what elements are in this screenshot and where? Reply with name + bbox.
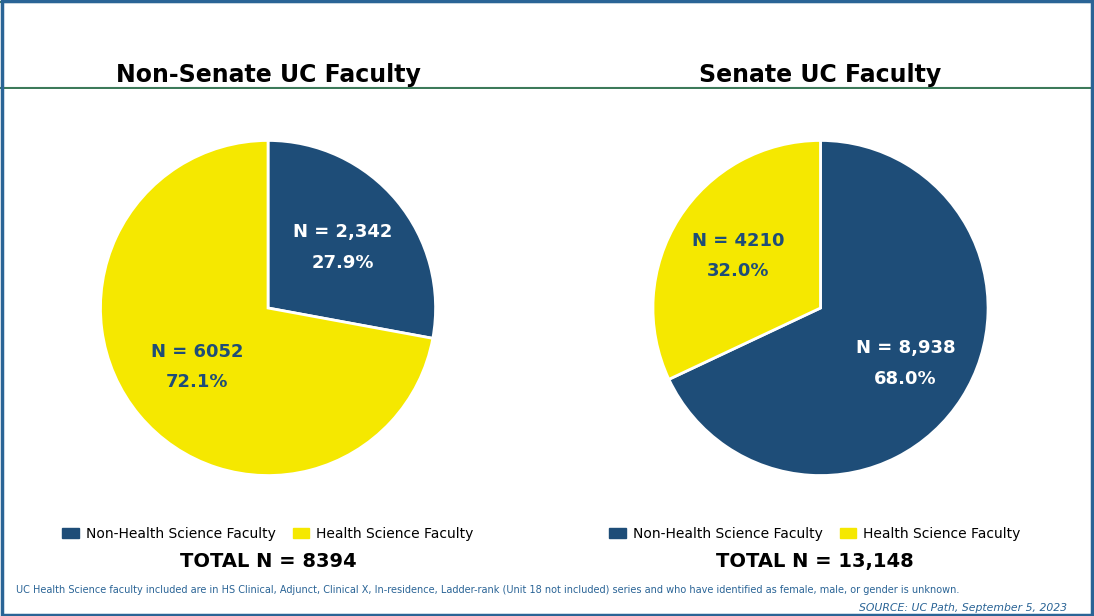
Text: 27.9%: 27.9%	[312, 254, 374, 272]
Text: 68.0%: 68.0%	[874, 370, 936, 387]
Text: 32.0%: 32.0%	[707, 262, 770, 280]
Wedge shape	[668, 140, 988, 476]
Title: Senate UC Faculty: Senate UC Faculty	[699, 63, 942, 87]
Text: 72.1%: 72.1%	[166, 373, 229, 391]
Text: SOURCE: UC Path, September 5, 2023: SOURCE: UC Path, September 5, 2023	[859, 603, 1067, 613]
Text: TOTAL N = 13,148: TOTAL N = 13,148	[717, 553, 913, 571]
Wedge shape	[653, 140, 820, 379]
Wedge shape	[101, 140, 433, 476]
Text: University of California Faculty: University of California Faculty	[316, 12, 778, 38]
Text: N = 6052: N = 6052	[151, 343, 244, 361]
Wedge shape	[268, 140, 435, 338]
Title: Non-Senate UC Faculty: Non-Senate UC Faculty	[116, 63, 420, 87]
Legend: Non-Health Science Faculty, Health Science Faculty: Non-Health Science Faculty, Health Scien…	[604, 521, 1026, 546]
Text: TOTAL N = 8394: TOTAL N = 8394	[179, 553, 357, 571]
Legend: Non-Health Science Faculty, Health Science Faculty: Non-Health Science Faculty, Health Scien…	[57, 521, 479, 546]
Text: UC Health Science faculty included are in HS Clinical, Adjunct, Clinical X, In-r: UC Health Science faculty included are i…	[16, 585, 959, 595]
Text: Health Science and non-Health Science Faculty: Health Science and non-Health Science Fa…	[253, 60, 841, 79]
Text: N = 4210: N = 4210	[693, 232, 784, 250]
Text: N = 2,342: N = 2,342	[293, 224, 393, 241]
Text: N = 8,938: N = 8,938	[856, 339, 955, 357]
